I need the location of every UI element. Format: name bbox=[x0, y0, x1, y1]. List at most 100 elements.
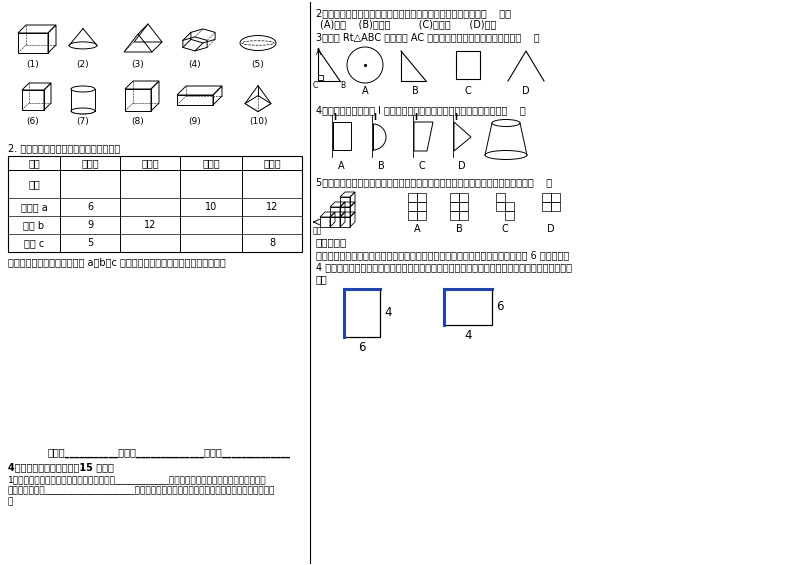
Text: (4): (4) bbox=[189, 60, 202, 69]
Text: (9): (9) bbox=[189, 117, 202, 126]
Bar bbox=[340, 197, 350, 207]
Text: (1): (1) bbox=[26, 60, 39, 69]
Bar bbox=[330, 207, 340, 217]
Text: 。: 。 bbox=[8, 497, 14, 506]
Bar bbox=[320, 217, 330, 227]
Text: D: D bbox=[547, 224, 555, 234]
Text: 五棱柱: 五棱柱 bbox=[202, 158, 220, 168]
Text: 三棱柱: 三棱柱 bbox=[81, 158, 99, 168]
Text: 观察上表中的结果，你能发现 a、b、c 之间有什么关系吗？请写出发现的关系式: 观察上表中的结果，你能发现 a、b、c 之间有什么关系吗？请写出发现的关系式 bbox=[8, 257, 226, 267]
Text: (2): (2) bbox=[77, 60, 90, 69]
Bar bbox=[125, 89, 151, 111]
Text: 4: 4 bbox=[384, 306, 391, 319]
Text: 6: 6 bbox=[87, 202, 93, 212]
Bar bbox=[496, 193, 505, 202]
Text: 3．如图 Rt△ABC 绕直角边 AC 旋转一周，所得几何体的主视图是（    ）: 3．如图 Rt△ABC 绕直角边 AC 旋转一周，所得几何体的主视图是（ ） bbox=[316, 32, 540, 42]
Text: 12: 12 bbox=[266, 202, 278, 212]
Bar bbox=[542, 193, 551, 202]
Text: l: l bbox=[454, 113, 457, 122]
Text: C: C bbox=[313, 81, 318, 90]
Bar bbox=[551, 193, 560, 202]
Text: 5．下图是由几个相同的小正方体拼成的一个几何体，从左边看得到的平面图形是（    ）: 5．下图是由几个相同的小正方体拼成的一个几何体，从左边看得到的平面图形是（ ） bbox=[316, 177, 552, 187]
Bar bbox=[18, 33, 48, 53]
Bar bbox=[340, 207, 350, 217]
Bar bbox=[330, 217, 340, 227]
Text: 正面: 正面 bbox=[313, 226, 322, 235]
Text: 4．将下列图形绕直线 l 旋转一周，可以得到右图所示的立体图形的是（    ）: 4．将下列图形绕直线 l 旋转一周，可以得到右图所示的立体图形的是（ ） bbox=[316, 105, 526, 115]
Bar bbox=[450, 202, 459, 211]
Text: 1、笔尖在纸上划过就能写出汉字，这说明了____________汽车的雨刷器摇动就能刷去挡风玻璃上的: 1、笔尖在纸上划过就能写出汉字，这说明了____________汽车的雨刷器摇动… bbox=[8, 475, 266, 484]
Bar bbox=[459, 202, 468, 211]
Bar bbox=[408, 211, 417, 220]
Bar bbox=[340, 217, 350, 227]
Text: 面数 c: 面数 c bbox=[24, 238, 44, 248]
Bar bbox=[459, 211, 468, 220]
Text: 大？: 大？ bbox=[316, 274, 328, 284]
Text: B: B bbox=[340, 81, 345, 90]
Text: (7): (7) bbox=[77, 117, 90, 126]
Text: B: B bbox=[412, 86, 418, 96]
Text: A: A bbox=[316, 48, 322, 57]
Text: A: A bbox=[362, 86, 368, 96]
Text: 棱数 b: 棱数 b bbox=[23, 220, 45, 230]
Bar bbox=[417, 202, 426, 211]
Text: 4 厘米的长方形。分别绕它的长、宽所在的直线旋转一周，得到不同的圆柱，它们的体积分别是多: 4 厘米的长方形。分别绕它的长、宽所在的直线旋转一周，得到不同的圆柱，它们的体积… bbox=[316, 262, 572, 272]
Text: 六棱柱: 六棱柱 bbox=[263, 158, 281, 168]
Text: B: B bbox=[378, 161, 384, 171]
Text: 名称: 名称 bbox=[28, 158, 40, 168]
Text: 4、课时作业（预计时间：15 分钟）: 4、课时作业（预计时间：15 分钟） bbox=[8, 462, 114, 472]
Text: 5: 5 bbox=[87, 238, 93, 248]
Bar bbox=[408, 193, 417, 202]
Bar bbox=[333, 122, 351, 150]
Bar bbox=[496, 202, 505, 211]
Text: B: B bbox=[456, 224, 462, 234]
Text: (10): (10) bbox=[249, 117, 267, 126]
Text: 10: 10 bbox=[205, 202, 217, 212]
Text: 图形: 图形 bbox=[28, 179, 40, 189]
Text: C: C bbox=[418, 161, 426, 171]
Text: 四棱柱: 四棱柱 bbox=[141, 158, 159, 168]
Text: C: C bbox=[465, 86, 471, 96]
Bar bbox=[318, 75, 323, 80]
Text: 4: 4 bbox=[464, 329, 472, 342]
Bar bbox=[542, 202, 551, 211]
Bar bbox=[444, 289, 492, 325]
Bar bbox=[22, 90, 44, 110]
Text: 顶点数 a: 顶点数 a bbox=[21, 202, 47, 212]
Text: 6: 6 bbox=[496, 301, 503, 314]
Bar bbox=[551, 202, 560, 211]
Text: 能力提升：: 能力提升： bbox=[316, 237, 347, 247]
Bar bbox=[505, 211, 514, 220]
Text: 班级：___________小组：______________姓名：______________: 班级：___________小组：______________姓名：______… bbox=[48, 448, 291, 458]
Bar bbox=[505, 202, 514, 211]
Bar bbox=[177, 95, 213, 105]
Text: 雨滴。这说明了____________________；长方形纸片绕它的一边旋转形成了一个圆柱体，这说明了: 雨滴。这说明了____________________；长方形纸片绕它的一边旋转… bbox=[8, 486, 275, 495]
Bar bbox=[408, 202, 417, 211]
Text: (3): (3) bbox=[132, 60, 144, 69]
Bar bbox=[344, 289, 380, 337]
Text: 12: 12 bbox=[144, 220, 156, 230]
Text: 将一个长方形纸它的一边沿直线旋转一周，得到的几何体是圆柱，现在有一个长为 6 厘米，宽为: 将一个长方形纸它的一边沿直线旋转一周，得到的几何体是圆柱，现在有一个长为 6 厘… bbox=[316, 250, 570, 260]
Bar bbox=[456, 51, 480, 79]
Bar bbox=[450, 211, 459, 220]
Text: (A)圆锥    (B)长方体         (C)正方体      (D)棱柱: (A)圆锥 (B)长方体 (C)正方体 (D)棱柱 bbox=[320, 19, 496, 29]
Text: l: l bbox=[414, 113, 417, 122]
Text: 2. 观察下列多面体，并把下表补充完整。: 2. 观察下列多面体，并把下表补充完整。 bbox=[8, 143, 120, 153]
Bar bbox=[459, 193, 468, 202]
Text: A: A bbox=[414, 224, 420, 234]
Text: 9: 9 bbox=[87, 220, 93, 230]
Text: 8: 8 bbox=[269, 238, 275, 248]
Bar bbox=[8, 156, 302, 252]
Text: (6): (6) bbox=[26, 117, 39, 126]
Bar bbox=[450, 193, 459, 202]
Text: (8): (8) bbox=[132, 117, 144, 126]
Text: l: l bbox=[333, 113, 336, 122]
Text: C: C bbox=[502, 224, 508, 234]
Text: 2．按组成面的侧面「平」与「曲」划分，与圆柱为同一类的是（    ）。: 2．按组成面的侧面「平」与「曲」划分，与圆柱为同一类的是（ ）。 bbox=[316, 8, 511, 18]
Text: D: D bbox=[522, 86, 530, 96]
Text: 6: 6 bbox=[358, 341, 366, 354]
Bar bbox=[417, 193, 426, 202]
Bar bbox=[417, 211, 426, 220]
Text: A: A bbox=[338, 161, 344, 171]
Text: D: D bbox=[458, 161, 466, 171]
